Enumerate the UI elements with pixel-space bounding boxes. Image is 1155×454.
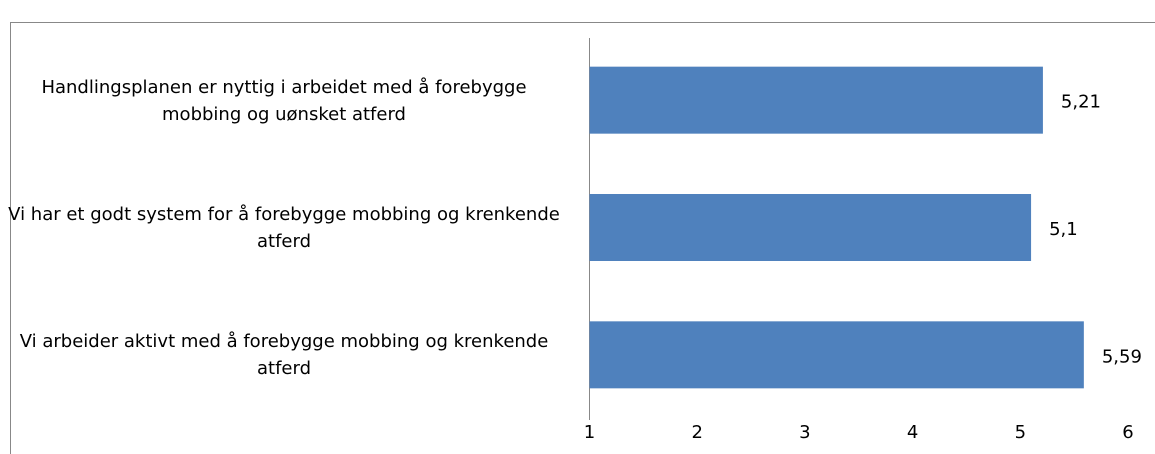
value-label: 5,59 (1102, 346, 1142, 367)
x-tick-label: 3 (799, 422, 810, 443)
x-tick-label: 5 (1015, 422, 1026, 443)
x-tick-label: 2 (691, 422, 702, 443)
x-tick-label: 6 (1122, 422, 1133, 443)
bar (589, 66, 1043, 134)
value-label: 5,21 (1061, 92, 1101, 113)
y-tick-label: Handlingsplanen er nyttig i arbeidet med… (41, 76, 527, 125)
bar (589, 321, 1084, 389)
bar (589, 194, 1032, 261)
value-label: 5,1 (1049, 219, 1078, 240)
x-tick-label: 1 (584, 422, 595, 443)
x-tick-label: 4 (907, 422, 918, 443)
y-tick-label: Vi har et godt system for å forebygge mo… (8, 204, 560, 252)
y-tick-label: Vi arbeider aktivt med å forebygge mobbi… (19, 331, 549, 380)
chart-frame (10, 22, 1155, 454)
